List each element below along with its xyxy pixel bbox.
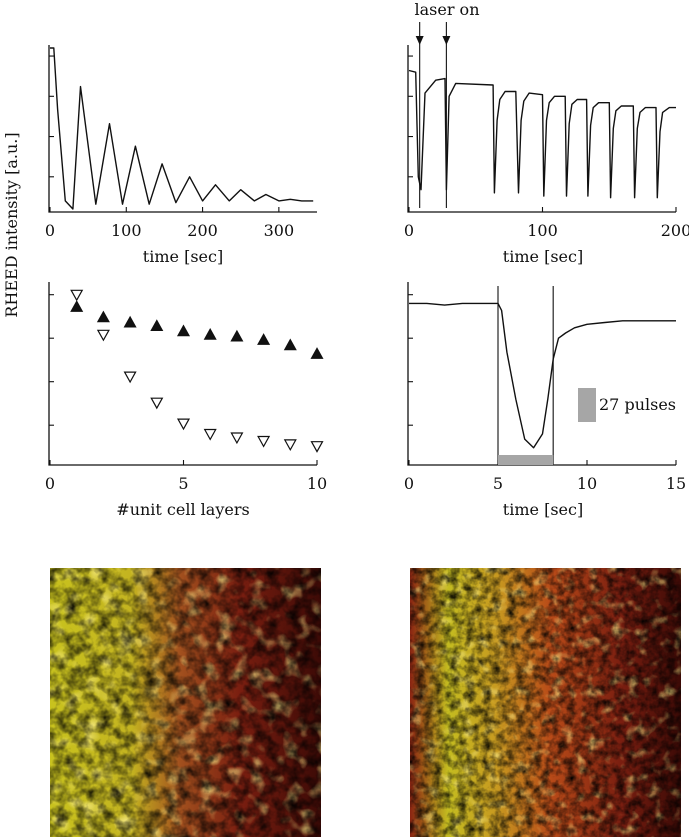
data-point-filled xyxy=(310,347,324,359)
laser-on-arrow xyxy=(415,36,424,45)
afm-image-left xyxy=(50,568,321,837)
panel-b-axes xyxy=(407,45,676,213)
x-tick-label: 0 xyxy=(45,474,55,493)
x-tick-label: 300 xyxy=(264,221,295,240)
panel-c-points xyxy=(70,289,324,453)
data-point-filled xyxy=(70,300,84,312)
x-tick-label: 200 xyxy=(661,221,689,240)
panel-d-axes xyxy=(407,282,676,466)
data-point-open xyxy=(310,441,324,453)
panel-c-y-ticks xyxy=(49,294,54,426)
data-point-filled xyxy=(176,324,191,337)
data-point-filled xyxy=(283,338,297,351)
x-tick-label: 0 xyxy=(45,221,55,240)
chart-panel-rheed-oscillations: 0 100 200 300 time [sec] xyxy=(45,45,317,266)
data-point-open xyxy=(123,371,137,384)
laser-on-arrow xyxy=(442,36,451,45)
data-point-open xyxy=(176,418,191,431)
data-point-filled xyxy=(203,327,217,340)
x-tick-label: 0 xyxy=(404,474,414,493)
panel-b-laser-markers xyxy=(415,22,451,208)
data-point-open xyxy=(150,397,164,410)
data-point-open xyxy=(203,428,217,441)
panel-a-axes xyxy=(48,45,317,213)
panel-d-pulse-interval xyxy=(497,286,554,465)
panel-c-x-axis-label: #unit cell layers xyxy=(116,500,249,519)
x-tick-label: 10 xyxy=(307,474,327,493)
chart-panel-laser-recovery: 0 100 200 laser on time [sec] xyxy=(404,0,689,266)
data-point-open xyxy=(96,329,110,342)
shared-y-axis-label: RHEED intensity [a.u.] xyxy=(2,132,21,317)
data-point-filled xyxy=(150,319,164,331)
data-point-filled xyxy=(96,310,110,323)
panel-b-y-ticks xyxy=(408,55,413,178)
data-point-filled xyxy=(230,329,244,342)
afm-image-right xyxy=(410,568,681,837)
data-point-open xyxy=(70,289,84,302)
chart-panel-pulse-dip: 0 5 10 15 27 pulses time [sec] xyxy=(404,282,686,519)
panel-b-x-ticks: 0 100 200 xyxy=(404,207,689,240)
panel-b-annotation-laser-on: laser on xyxy=(414,0,479,19)
panel-d-legend-swatch xyxy=(578,388,596,422)
x-tick-label: 100 xyxy=(527,221,558,240)
panel-d-legend-label: 27 pulses xyxy=(599,395,676,414)
panel-b-x-axis-label: time [sec] xyxy=(503,247,583,266)
panel-a-y-ticks xyxy=(49,55,54,178)
data-point-open xyxy=(230,432,244,445)
panel-a-intensity-trace xyxy=(50,47,314,210)
pulse-duration-bar xyxy=(498,455,554,465)
panel-d-intensity-trace xyxy=(409,302,676,449)
panel-d-y-ticks xyxy=(408,294,413,426)
panel-d-x-axis-label: time [sec] xyxy=(503,500,583,519)
data-point-filled xyxy=(257,333,271,345)
x-tick-label: 0 xyxy=(404,221,414,240)
x-tick-label: 5 xyxy=(178,474,188,493)
x-tick-label: 15 xyxy=(666,474,686,493)
x-tick-label: 5 xyxy=(493,474,503,493)
x-tick-label: 100 xyxy=(111,221,142,240)
chart-panel-layer-intensity: 0 5 10 #unit cell layers xyxy=(45,282,327,519)
panel-d-x-ticks: 0 5 10 15 xyxy=(404,460,686,493)
x-tick-label: 200 xyxy=(187,221,218,240)
panel-a-x-axis-label: time [sec] xyxy=(143,247,223,266)
panel-c-axes xyxy=(48,282,317,466)
panel-c-x-ticks: 0 5 10 xyxy=(45,460,327,493)
data-point-open xyxy=(283,439,297,452)
data-point-open xyxy=(257,435,271,448)
panel-a-x-ticks: 0 100 200 300 xyxy=(45,207,294,240)
x-tick-label: 10 xyxy=(577,474,597,493)
panel-b-intensity-trace xyxy=(408,69,676,199)
data-point-filled xyxy=(123,315,137,328)
